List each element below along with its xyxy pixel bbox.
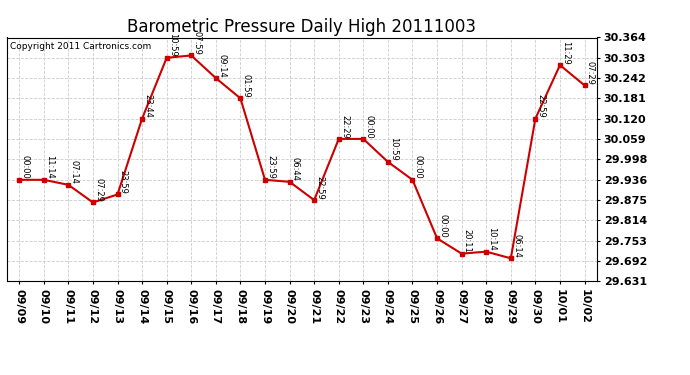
Text: 11:14: 11:14	[45, 155, 54, 179]
Text: 10:59: 10:59	[168, 33, 177, 57]
Text: 10:59: 10:59	[389, 138, 398, 161]
Text: 07:29: 07:29	[586, 61, 595, 85]
Text: 22:59: 22:59	[315, 176, 324, 200]
Text: 00:00: 00:00	[364, 114, 373, 138]
Text: 07:59: 07:59	[193, 31, 201, 55]
Text: 00:00: 00:00	[438, 214, 447, 238]
Text: 23:44: 23:44	[144, 94, 152, 118]
Title: Barometric Pressure Daily High 20111003: Barometric Pressure Daily High 20111003	[128, 18, 476, 36]
Text: 06:14: 06:14	[512, 234, 521, 258]
Text: 22:29: 22:29	[340, 114, 349, 138]
Text: 01:59: 01:59	[241, 74, 250, 98]
Text: Copyright 2011 Cartronics.com: Copyright 2011 Cartronics.com	[10, 42, 151, 51]
Text: 23:59: 23:59	[266, 155, 275, 179]
Text: 00:00: 00:00	[414, 155, 423, 179]
Text: 09:14: 09:14	[217, 54, 226, 77]
Text: 06:44: 06:44	[290, 157, 300, 181]
Text: 20:11: 20:11	[463, 229, 472, 253]
Text: 22:59: 22:59	[537, 94, 546, 118]
Text: 10:14: 10:14	[487, 227, 497, 251]
Text: 23:59: 23:59	[119, 170, 128, 194]
Text: 07:29: 07:29	[94, 178, 104, 202]
Text: 07:14: 07:14	[70, 160, 79, 184]
Text: 11:29: 11:29	[561, 40, 570, 64]
Text: 00:00: 00:00	[21, 155, 30, 179]
